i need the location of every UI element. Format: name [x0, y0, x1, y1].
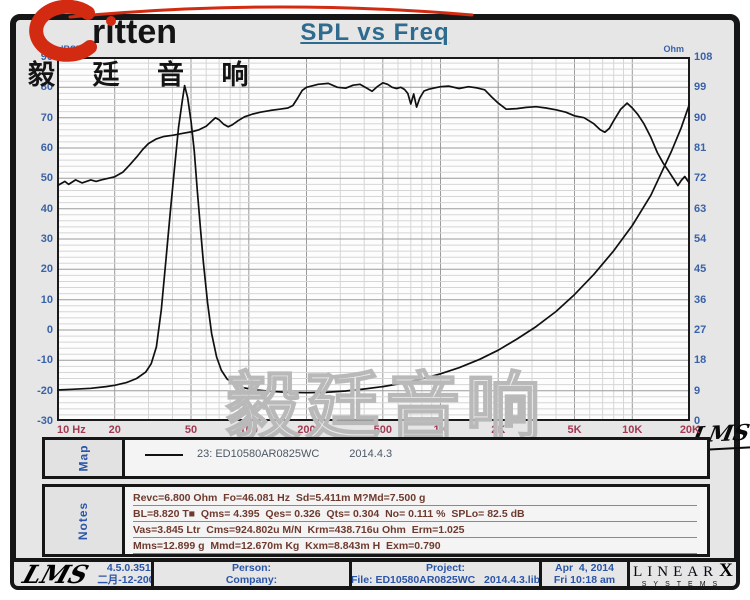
y-left-tick: 70 — [40, 111, 53, 124]
y-right-tick: 108 — [694, 51, 713, 63]
y-left-tick: -30 — [37, 415, 53, 427]
x-axis-tick: 10 Hz — [57, 424, 86, 436]
notes-line-1: Revc=6.800 Ohm Fo=46.081 Hz Sd=5.411m M?… — [133, 490, 697, 506]
brand-swoosh-icon — [29, 0, 474, 62]
lms-logo: LMS — [19, 562, 93, 586]
y-left-tick: 0 — [46, 324, 53, 336]
file-name: File: ED10580AR0825WC 2014.4.3.lib — [352, 574, 541, 586]
notes-line-3: Vas=3.845 Ltr Cms=924.802u M/N Krm=438.7… — [133, 522, 697, 538]
linearx-logo-x: X — [719, 562, 733, 581]
y-right-tick: 45 — [694, 263, 707, 276]
notes-content: Revc=6.800 Ohm Fo=46.081 Hz Sd=5.411m M?… — [125, 487, 707, 554]
footer-linearx-cell: LINEARX SYSTEMS — [630, 562, 736, 586]
person-label: Person: — [231, 562, 272, 574]
linearx-logo-text: LINEAR — [633, 563, 719, 580]
report-date: Apr 4, 2014 — [555, 562, 614, 574]
chart-title: SPL vs Freq — [300, 19, 450, 46]
notes-line-2: BL=8.820 T■ Qms= 4.395 Qes= 0.326 Qts= 0… — [133, 506, 697, 522]
x-axis-tick: 50 — [184, 424, 198, 436]
y-right-tick: 81 — [694, 142, 707, 154]
map-section: Map 23: ED10580AR0825WC 2014.4.3 — [42, 437, 710, 479]
y-right-tick: 36 — [694, 293, 707, 306]
y-right-tick: 63 — [694, 202, 707, 215]
footer-date-cell: Apr 4, 2014 Fri 10:18 am — [542, 562, 630, 586]
map-legend: 23: ED10580AR0825WC 2014.4.3 — [125, 440, 707, 476]
y-right-tick: 72 — [694, 172, 707, 185]
curve-spl — [57, 81, 690, 187]
y-left-tick: -20 — [37, 384, 53, 397]
notes-line-4: Mms=12.899 g Mmd=12.670m Kg Kxm=8.843m H… — [133, 538, 697, 554]
y-right-tick: 0 — [694, 415, 701, 427]
x-axis-tick: 20 — [108, 424, 121, 436]
x-axis-tick: 500 — [373, 424, 392, 436]
y-left-tick: 60 — [40, 142, 53, 154]
spl-impedance-chart — [57, 57, 690, 421]
plot-area: LMS — [57, 57, 750, 452]
notes-section-label-cell: Notes — [45, 487, 125, 554]
y-right-tick: 9 — [694, 384, 701, 397]
right-axis-unit: Ohm — [663, 44, 684, 54]
brand-i-dot-icon — [106, 16, 116, 26]
brand-cjk-text: 毅 廷 音 响 — [28, 60, 264, 90]
notes-section-label: Notes — [76, 501, 91, 540]
x-axis-tick: 10K — [622, 424, 643, 436]
linearx-logo: LINEARX SYSTEMS — [633, 562, 733, 586]
map-section-label: Map — [76, 444, 91, 472]
notes-section: Notes Revc=6.800 Ohm Fo=46.081 Hz Sd=5.4… — [42, 484, 710, 557]
project-label: Project: — [425, 562, 466, 574]
y-left-tick: 50 — [40, 172, 53, 185]
y-left-tick: 80 — [40, 81, 53, 94]
y-left-tick: -10 — [37, 354, 53, 367]
footer-person-cell: Person: Company: — [154, 562, 352, 586]
linearx-systems-text: SYSTEMS — [641, 580, 725, 587]
x-axis-tick: 1K — [433, 424, 448, 436]
y-left-tick: 10 — [40, 293, 53, 306]
y-right-tick: 27 — [694, 324, 707, 336]
curve-impedance — [57, 84, 690, 394]
legend-curve-date: 2014.4.3 — [349, 448, 393, 460]
legend-curve-sample-icon — [145, 454, 183, 456]
software-version: 4.5.0.351 — [106, 562, 151, 574]
y-left-tick: 20 — [40, 263, 53, 276]
y-right-tick: 90 — [694, 111, 707, 124]
x-axis-tick: 20K — [679, 424, 700, 436]
legend-curve-name: 23: ED10580AR0825WC — [197, 448, 320, 460]
report-time: Fri 10:18 am — [553, 574, 616, 586]
cjk-watermark: 毅廷音响 — [225, 365, 546, 450]
x-axis-tick: 2K — [491, 424, 506, 436]
company-label: Company: — [225, 574, 278, 586]
footer-project-cell: Project: File: ED10580AR0825WC 2014.4.3.… — [352, 562, 542, 586]
y-right-tick: 99 — [694, 81, 707, 94]
y-right-tick: 54 — [694, 233, 707, 245]
x-axis-tick: 200 — [297, 424, 316, 436]
y-right-tick: 18 — [694, 354, 707, 367]
map-section-label-cell: Map — [45, 440, 125, 476]
brand-name: ritten — [92, 13, 177, 51]
y-left-tick: 30 — [40, 233, 53, 245]
x-axis-tick: 100 — [239, 424, 258, 436]
y-left-tick: 40 — [40, 202, 53, 215]
x-axis-tick: 5K — [567, 424, 582, 436]
